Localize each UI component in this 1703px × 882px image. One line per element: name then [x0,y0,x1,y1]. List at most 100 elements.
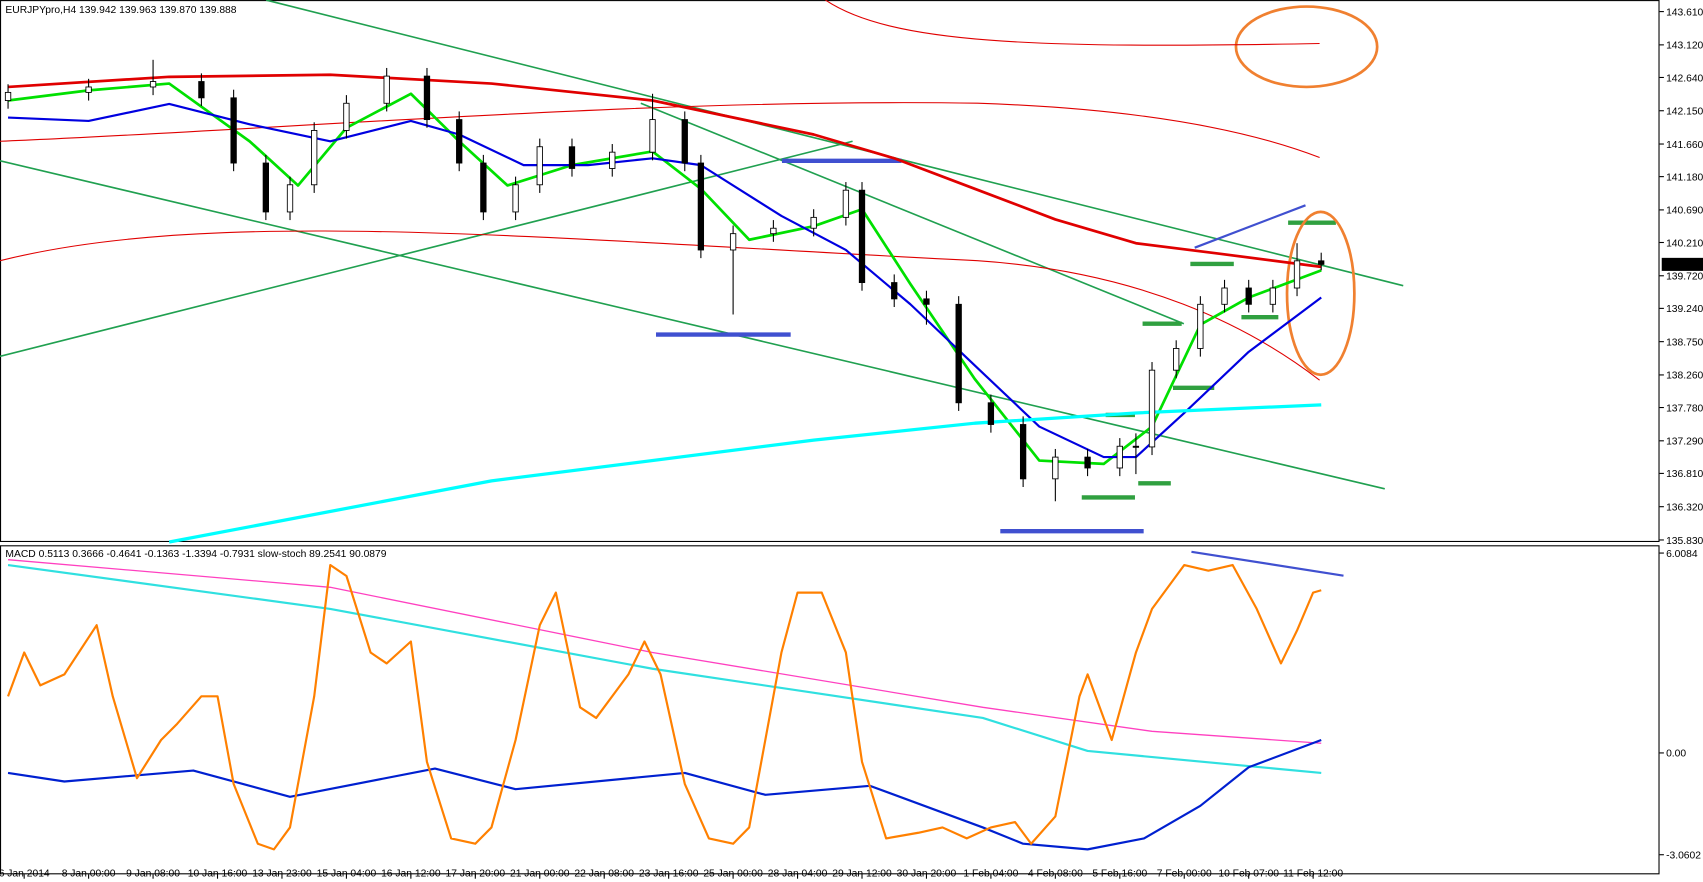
y-tick-label: 139.240 [1666,304,1703,315]
candle-body [4,91,12,101]
x-tick-label: 25 Jan 00:00 [703,869,763,880]
x-tick-label: 10 Jan 16:00 [188,869,248,880]
candle-body [955,303,962,404]
candle-body [198,81,205,99]
indicator-line [7,73,1322,269]
y-tick-label: 6.0084 [1666,549,1698,560]
highlight-ellipse [1285,210,1356,377]
x-tick-label: 1 Feb 04:00 [963,869,1018,880]
y-tick-label: 142.640 [1666,73,1703,84]
x-tick-label: 23 Jan 16:00 [639,869,699,880]
candle-body [230,97,237,164]
x-tick-label: 21 Jan 00:00 [510,869,570,880]
candle-body [1173,348,1180,371]
candle-body [1293,260,1301,289]
candle-body [609,151,616,169]
candle-body [512,184,519,213]
candle-body [770,227,777,235]
x-tick-label: 28 Jan 04:00 [768,869,828,880]
y-tick-label: -3.0602 [1666,851,1701,862]
candle-body [1132,445,1140,448]
y-tick-label: 142.150 [1666,107,1703,118]
indicator-header: MACD 0.5113 0.3666 -0.4641 -0.1363 -1.33… [5,549,386,560]
candle-body [1269,287,1277,305]
y-tick-label: 0.00 [1666,749,1686,760]
candle-body [1197,303,1204,349]
last-price-label: 139.888 [1665,260,1702,271]
y-tick-label: 141.660 [1666,140,1703,151]
candle-body [343,102,350,131]
y-tick-label: 138.260 [1666,371,1703,382]
trendline [0,140,853,358]
y-tick-label: 143.120 [1666,41,1703,52]
x-tick-label: 22 Jan 08:00 [574,869,634,880]
candle-body [480,162,487,213]
envelope [825,0,1320,46]
candle-body [1084,456,1091,469]
highlight-ellipse [1234,5,1379,89]
envelope [0,102,1320,159]
y-tick-label: 140.690 [1666,206,1703,217]
chart-header: EURJPYpro,H4 139.942 139.963 139.870 139… [5,5,236,16]
candle-body [262,162,270,213]
y-tick-label: 136.810 [1666,469,1703,480]
candle-body [729,233,737,251]
candle-body [842,189,850,218]
divergence-line [1191,550,1344,577]
candle-body [649,119,656,153]
candle-body [891,282,898,300]
indicator-line [168,403,1322,544]
candle-body [858,189,866,284]
candle-body [681,119,688,164]
y-tick-label: 138.750 [1666,337,1703,348]
candle-body [286,184,294,213]
candle-body [923,298,930,305]
candle-body [1116,445,1123,469]
candle-body [536,146,543,186]
candle-body [1148,369,1156,448]
candle-body [85,86,92,93]
candle-body [456,119,463,164]
trendline [265,0,1404,287]
y-tick-label: 141.180 [1666,172,1703,183]
candle-body [1221,287,1228,305]
candle-body [423,75,431,121]
y-tick-label: 137.290 [1666,437,1703,448]
x-tick-label: 4 Feb 08:00 [1028,869,1083,880]
candle-body [1245,287,1252,305]
trendline [640,102,1185,325]
last-price-box [1661,257,1703,271]
drawings [0,0,1404,577]
lower-panel [0,545,1660,875]
candle-body [568,146,576,169]
indicator-line [7,563,1322,851]
x-tick-label: 11 Feb 12:00 [1283,869,1343,880]
candle-body [697,162,705,251]
x-tick-label: 17 Jan 20:00 [446,869,506,880]
x-tick-label: 30 Jan 20:00 [897,869,957,880]
x-tick-label: 29 Jan 12:00 [832,869,892,880]
candle-body [987,402,995,425]
y-tick-label: 140.210 [1666,238,1703,249]
main-panel [0,0,1660,543]
y-tick-label: 135.830 [1666,536,1703,547]
candle-body [1052,456,1059,480]
candle-body [1019,424,1027,480]
x-tick-label: 13 Jan 23:00 [252,869,312,880]
candle-body [383,75,390,104]
envelope [0,230,1320,381]
candle-body [810,216,817,229]
x-tick-label: 15 Jan 04:00 [317,869,377,880]
x-tick-label: 16 Jan 12:00 [381,869,441,880]
x-tick-label: 6 Jan 2014 [0,869,50,880]
indicator-line [7,738,1322,851]
candle-body [149,81,157,88]
y-tick-label: 137.780 [1666,403,1703,414]
indicator-line [7,563,1322,774]
divergence-line [1194,204,1306,249]
indicator-line [7,559,1322,744]
y-tick-label: 143.610 [1666,7,1703,18]
